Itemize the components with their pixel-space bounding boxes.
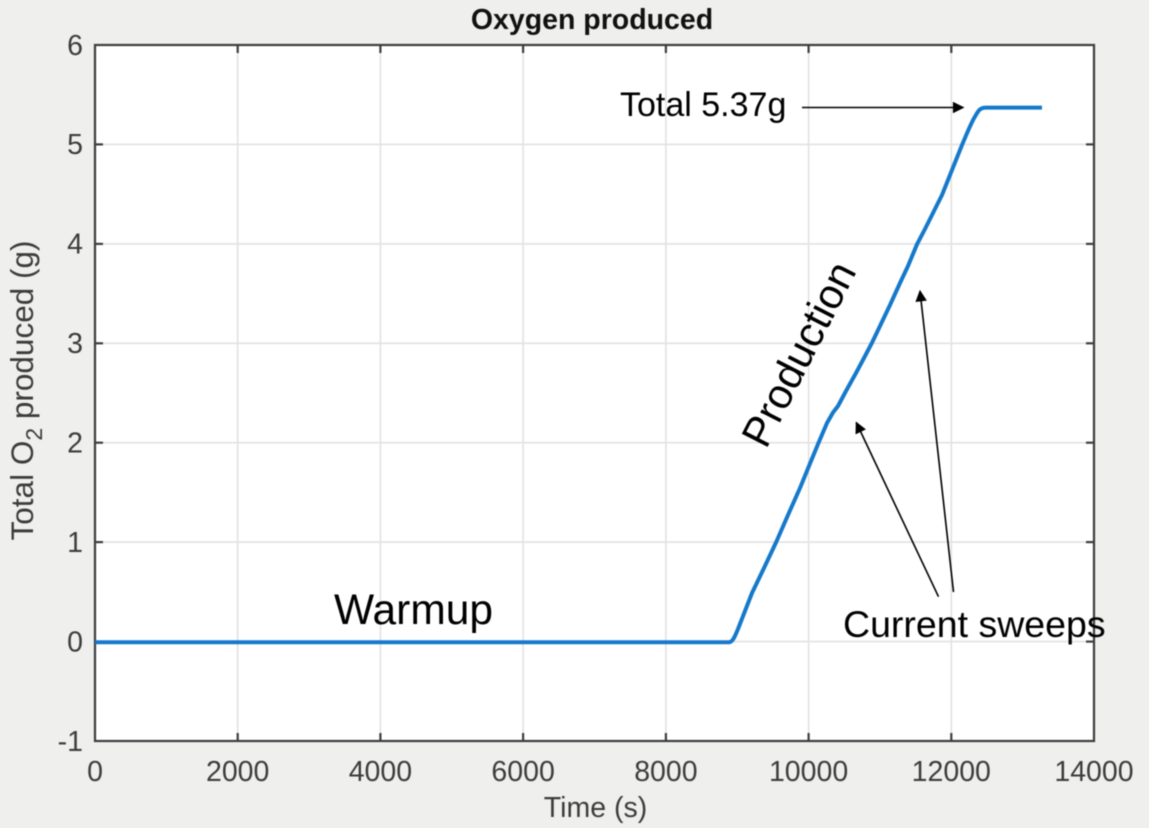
svg-text:8000: 8000	[634, 756, 697, 788]
svg-text:4: 4	[67, 229, 83, 261]
svg-text:10000: 10000	[769, 756, 848, 788]
svg-text:-1: -1	[58, 726, 83, 758]
svg-text:Warmup: Warmup	[334, 587, 493, 634]
svg-text:Total 5.37g: Total 5.37g	[620, 86, 786, 124]
svg-text:12000: 12000	[912, 756, 991, 788]
svg-text:1: 1	[67, 527, 83, 559]
svg-text:3: 3	[67, 328, 83, 360]
svg-text:2000: 2000	[206, 756, 269, 788]
svg-text:4000: 4000	[349, 756, 412, 788]
svg-text:Total O2 produced (g): Total O2 produced (g)	[4, 241, 47, 541]
svg-text:6000: 6000	[491, 756, 554, 788]
svg-text:5: 5	[67, 129, 83, 161]
svg-text:Time (s): Time (s)	[544, 792, 647, 824]
svg-text:2: 2	[67, 428, 83, 460]
svg-text:0: 0	[87, 756, 103, 788]
svg-text:6: 6	[67, 30, 83, 62]
svg-text:Current sweeps: Current sweeps	[843, 603, 1106, 645]
svg-text:0: 0	[67, 626, 83, 658]
svg-text:Oxygen produced: Oxygen produced	[471, 4, 713, 36]
svg-text:14000: 14000	[1054, 756, 1133, 788]
